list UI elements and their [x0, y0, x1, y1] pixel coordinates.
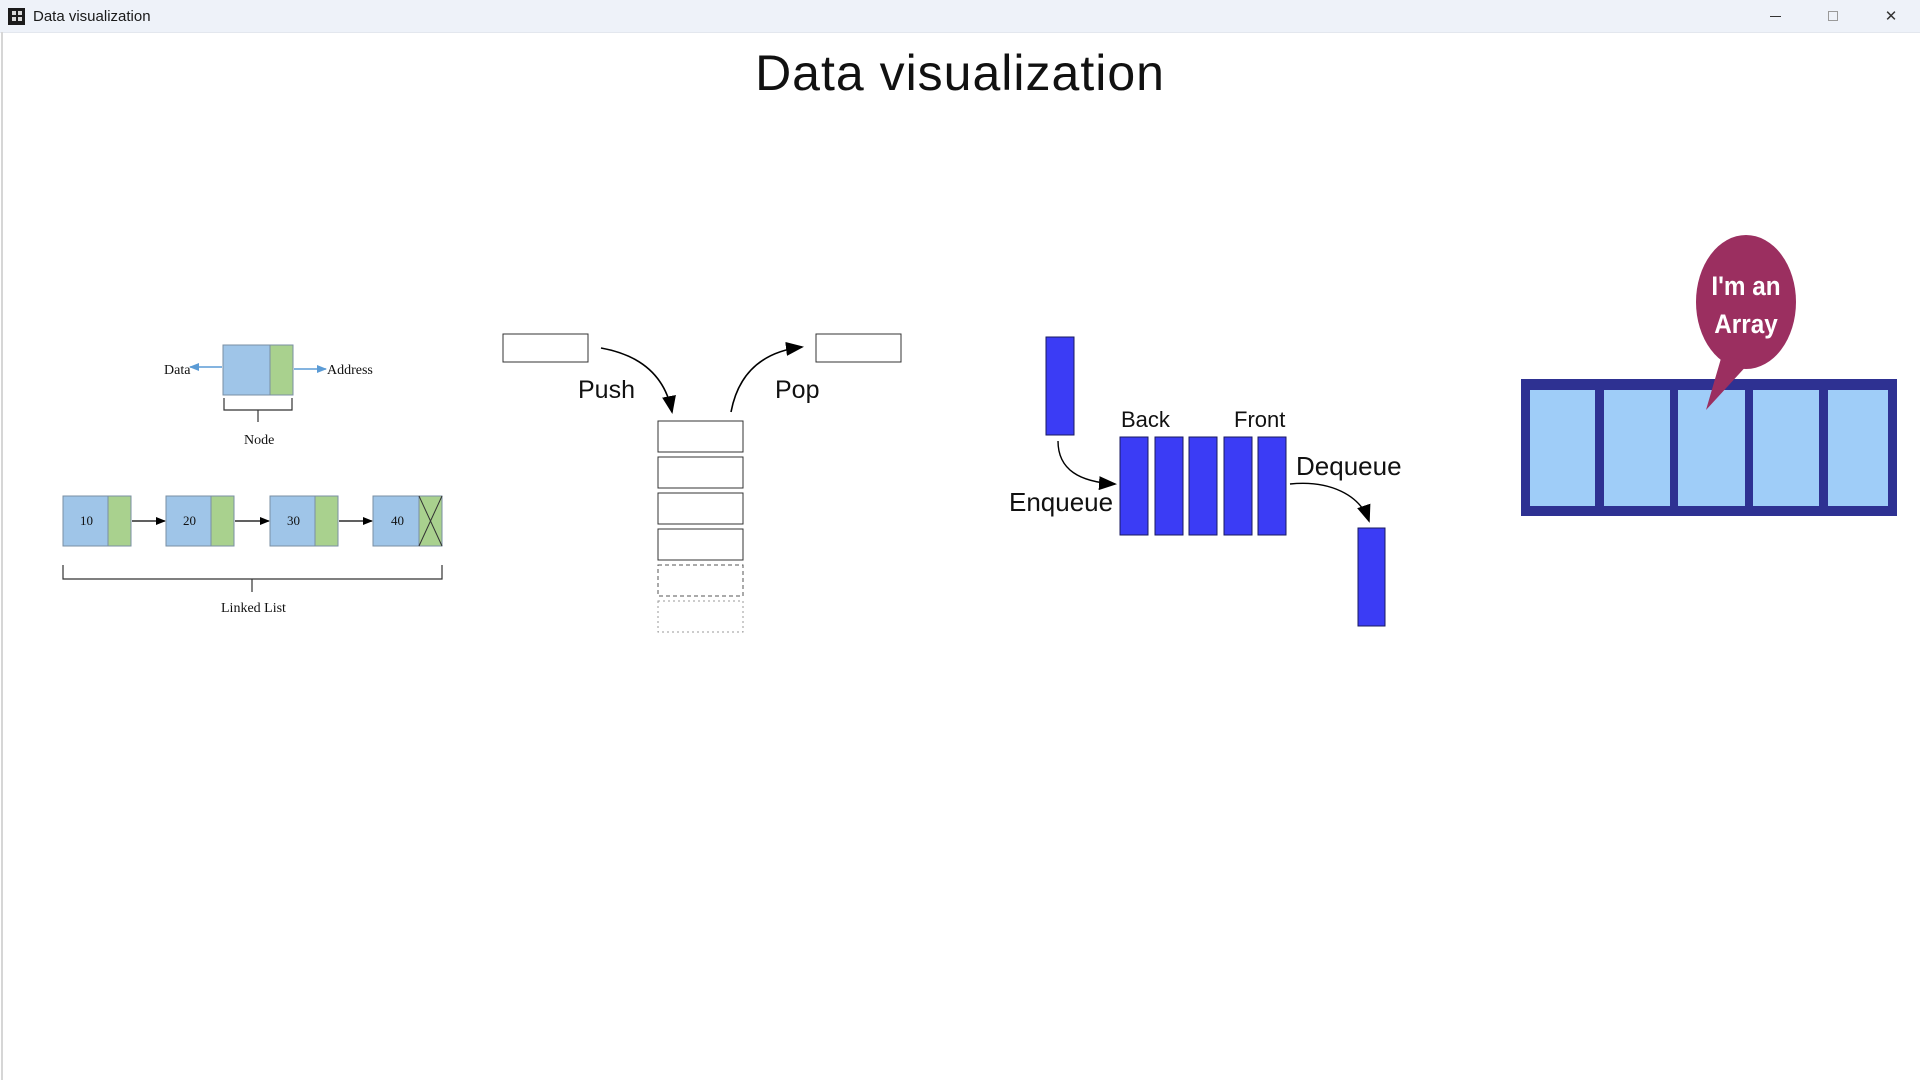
list-node-2: 20	[165, 495, 235, 547]
stack-cell	[657, 528, 744, 561]
array-diagram: I'm an Array	[1521, 235, 1897, 516]
pop-item-box	[815, 333, 902, 363]
list-node-4: 40	[372, 495, 443, 547]
data-label: Data	[164, 363, 191, 378]
stack-cell	[657, 420, 744, 453]
stack-empty-slot	[657, 600, 744, 633]
node-value: 20	[183, 513, 196, 528]
node-diagram: Data Address Node	[164, 344, 373, 448]
stack-cell	[657, 492, 744, 525]
dequeue-item	[1357, 527, 1386, 627]
bubble-text-line1: I'm an	[1711, 272, 1780, 301]
window-titlebar: Data visualization ✕	[0, 0, 1920, 33]
minimize-icon	[1769, 15, 1781, 17]
array-cell	[1530, 390, 1595, 506]
queue-cell	[1188, 436, 1218, 536]
maximize-button[interactable]	[1804, 0, 1862, 32]
linked-list-diagram: Data Address Node 10 20 30 40	[62, 344, 443, 616]
queue-cell	[1119, 436, 1149, 536]
queue-diagram: Back Front Enqueue Dequeue	[1009, 336, 1402, 627]
node-value: 10	[80, 513, 93, 528]
app-icon	[8, 7, 25, 25]
queue-cell	[1154, 436, 1184, 536]
speech-bubble: I'm an Array	[1696, 235, 1796, 410]
dequeue-label: Dequeue	[1296, 451, 1402, 481]
address-label: Address	[327, 363, 373, 378]
dequeue-arrow	[1289, 482, 1371, 523]
stack-cell	[657, 456, 744, 489]
list-node-3: 30	[269, 495, 339, 547]
array-cell	[1604, 390, 1670, 506]
node-value: 40	[391, 513, 404, 528]
node-address-part	[269, 344, 294, 396]
minimize-button[interactable]	[1746, 0, 1804, 32]
maximize-icon	[1828, 11, 1838, 21]
list-node-1: 10	[62, 495, 132, 547]
push-arrow	[600, 347, 676, 414]
array-cell	[1753, 390, 1819, 506]
pop-label: Pop	[775, 376, 819, 404]
enqueue-label: Enqueue	[1009, 487, 1113, 517]
stack-diagram: Push Pop	[502, 333, 902, 633]
node-brace	[223, 398, 293, 422]
stack-empty-slot	[657, 564, 744, 597]
enqueue-item	[1045, 336, 1075, 436]
node-value: 30	[287, 513, 300, 528]
close-button[interactable]: ✕	[1862, 0, 1920, 32]
node-label: Node	[244, 433, 274, 448]
node-data-part	[222, 344, 271, 396]
enqueue-arrow	[1057, 440, 1117, 491]
queue-cell	[1257, 436, 1287, 536]
queue-cell	[1223, 436, 1253, 536]
bubble-text-line2: Array	[1714, 310, 1778, 339]
list-brace	[62, 565, 443, 592]
array-cell	[1678, 390, 1745, 506]
push-item-box	[502, 333, 589, 363]
push-label: Push	[578, 376, 635, 404]
linked-list-label: Linked List	[221, 601, 286, 616]
page-title: Data visualization	[755, 45, 1165, 101]
pop-arrow	[730, 341, 804, 413]
front-label: Front	[1234, 407, 1285, 432]
window-title: Data visualization	[33, 7, 151, 25]
array-cell	[1828, 390, 1888, 506]
window-left-border	[1, 32, 3, 1080]
window-controls: ✕	[1746, 0, 1920, 32]
close-icon: ✕	[1884, 7, 1898, 25]
back-label: Back	[1121, 407, 1171, 432]
